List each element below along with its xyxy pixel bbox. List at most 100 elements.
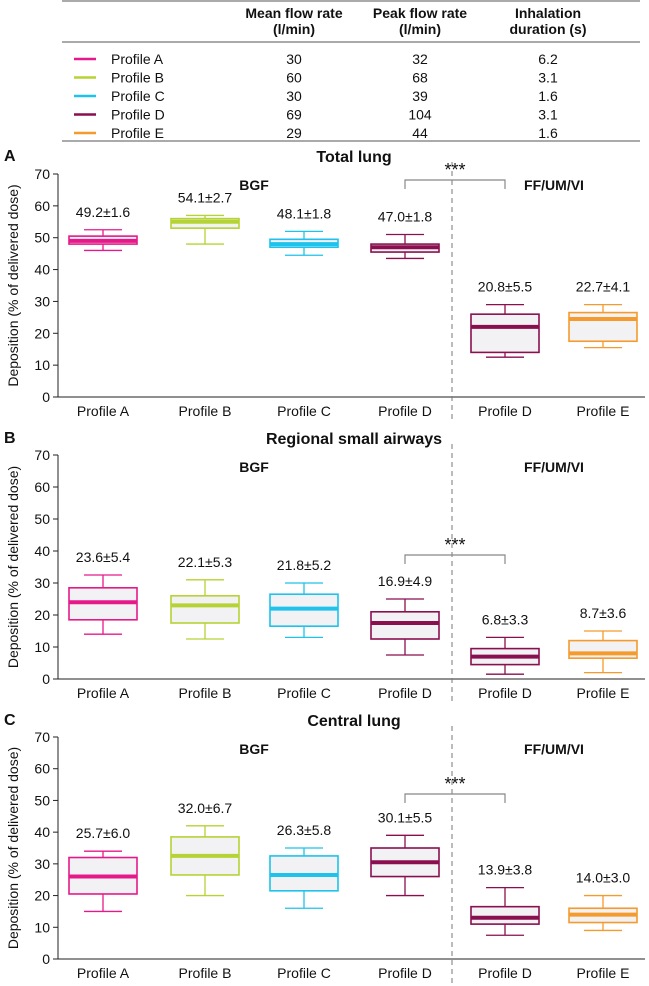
data-label: 30.1±5.5: [378, 809, 433, 825]
data-label: 49.2±1.6: [76, 204, 131, 220]
y-tick-label: 60: [34, 761, 50, 777]
chart-title: Total lung: [316, 149, 391, 166]
cell-peak-4: 44: [412, 125, 428, 141]
x-tick-label: Profile D: [478, 685, 532, 701]
box-profile-b-bgf: [170, 579, 240, 640]
significance-marker: ***: [444, 774, 465, 794]
box-iqr: [568, 311, 638, 343]
y-tick-label: 50: [34, 792, 50, 808]
box-profile-a-bgf: [68, 574, 138, 635]
group-label-ffumvi: FF/UM/VI: [524, 177, 584, 193]
box-profile-d-ffumvi: [470, 636, 540, 675]
y-tick-label: 10: [34, 639, 50, 655]
chart-regional-small-airways: B Regional small airways 0 10 20 30 40 50 60 70 De…: [4, 430, 645, 703]
significance-bracket: [404, 179, 506, 189]
box-profile-d-bgf: [370, 598, 440, 656]
x-tick-label: Profile A: [77, 685, 130, 701]
data-label: 13.9±3.8: [478, 862, 533, 878]
x-tick-label: Profile D: [378, 403, 432, 419]
x-tick-label: Profile D: [478, 403, 532, 419]
x-tick-label: Profile D: [478, 965, 532, 981]
cell-duration-1: 3.1: [538, 70, 558, 86]
cell-mean-3: 69: [286, 107, 302, 123]
x-tick-label: Profile C: [277, 965, 331, 981]
legend-label-4: Profile E: [111, 125, 164, 141]
y-tick-label: 10: [34, 357, 50, 373]
y-tick-label: 20: [34, 607, 50, 623]
box-profile-d-ffumvi: [470, 303, 540, 358]
y-tick-label: 20: [34, 888, 50, 904]
cell-mean-4: 29: [286, 125, 302, 141]
data-label: 54.1±2.7: [178, 189, 233, 205]
x-tick-label: Profile B: [179, 403, 232, 419]
box-profile-c-bgf: [269, 582, 339, 639]
data-label: 22.1±5.3: [178, 554, 233, 570]
y-tick-label: 40: [34, 824, 50, 840]
legend-label-2: Profile C: [111, 88, 165, 104]
group-label-ffumvi: FF/UM/VI: [524, 741, 584, 757]
box-profile-e-ffumvi: [568, 894, 638, 932]
significance-bracket: [404, 554, 506, 564]
cell-duration-2: 1.6: [538, 88, 558, 104]
y-tick-label: 40: [34, 543, 50, 559]
box-profile-c-bgf: [269, 230, 339, 256]
data-label: 8.7±3.6: [580, 605, 627, 621]
box-iqr: [370, 611, 440, 640]
legend-label-1: Profile B: [111, 70, 164, 86]
box-profile-b-bgf: [170, 214, 240, 245]
data-label: 14.0±3.0: [576, 870, 631, 886]
x-tick-label: Profile D: [378, 685, 432, 701]
y-axis-label: Deposition (% of delivered dose): [5, 466, 21, 668]
data-label: 23.6±5.4: [76, 549, 131, 565]
y-tick-label: 50: [34, 511, 50, 527]
data-label: 47.0±1.8: [378, 209, 433, 225]
y-axis-label: Deposition (% of delivered dose): [5, 184, 21, 386]
cell-duration-0: 6.2: [538, 51, 558, 67]
data-label: 25.7±6.0: [76, 825, 131, 841]
panel-label: A: [4, 148, 16, 165]
cell-duration-4: 1.6: [538, 125, 558, 141]
data-label: 21.8±5.2: [277, 557, 332, 573]
box-iqr: [470, 905, 540, 925]
chart-title: Regional small airways: [266, 431, 442, 448]
y-tick-label: 60: [34, 479, 50, 495]
y-tick-label: 70: [34, 166, 50, 182]
data-label: 6.8±3.3: [482, 611, 529, 627]
panel-label: C: [4, 712, 16, 729]
y-tick-label: 30: [34, 293, 50, 309]
cell-mean-0: 30: [286, 51, 302, 67]
y-tick-label: 0: [42, 671, 50, 687]
y-tick-label: 60: [34, 198, 50, 214]
box-iqr: [470, 313, 540, 354]
group-label-ffumvi: FF/UM/VI: [524, 459, 584, 475]
data-label: 20.8±5.5: [478, 279, 533, 295]
box-profile-c-bgf: [269, 847, 339, 909]
y-tick-label: 0: [42, 951, 50, 967]
x-tick-label: Profile A: [77, 403, 130, 419]
box-profile-b-bgf: [170, 825, 240, 897]
significance-bracket: [404, 793, 506, 803]
x-tick-label: Profile C: [277, 403, 331, 419]
x-tick-label: Profile C: [277, 685, 331, 701]
group-label-bgf: BGF: [239, 177, 269, 193]
significance-marker: ***: [444, 160, 465, 180]
x-tick-label: Profile E: [577, 685, 630, 701]
box-iqr: [568, 639, 638, 660]
box-profile-d-bgf: [370, 233, 440, 260]
cell-peak-3: 104: [408, 107, 432, 123]
x-tick-label: Profile B: [179, 685, 232, 701]
cell-mean-2: 30: [286, 88, 302, 104]
x-tick-label: Profile D: [378, 965, 432, 981]
y-tick-label: 40: [34, 262, 50, 278]
x-tick-label: Profile A: [77, 965, 130, 981]
y-tick-label: 50: [34, 230, 50, 246]
legend-label-0: Profile A: [111, 51, 164, 67]
flow-profile-table: Mean flow rate (l/min) Peak flow rate (l/mi…: [62, 0, 640, 142]
data-label: 48.1±1.8: [277, 205, 332, 221]
x-tick-label: Profile E: [577, 403, 630, 419]
box-profile-a-bgf: [68, 850, 138, 913]
y-tick-label: 70: [34, 729, 50, 745]
y-tick-label: 70: [34, 447, 50, 463]
legend-label-3: Profile D: [111, 107, 165, 123]
data-label: 16.9±4.9: [378, 573, 433, 589]
